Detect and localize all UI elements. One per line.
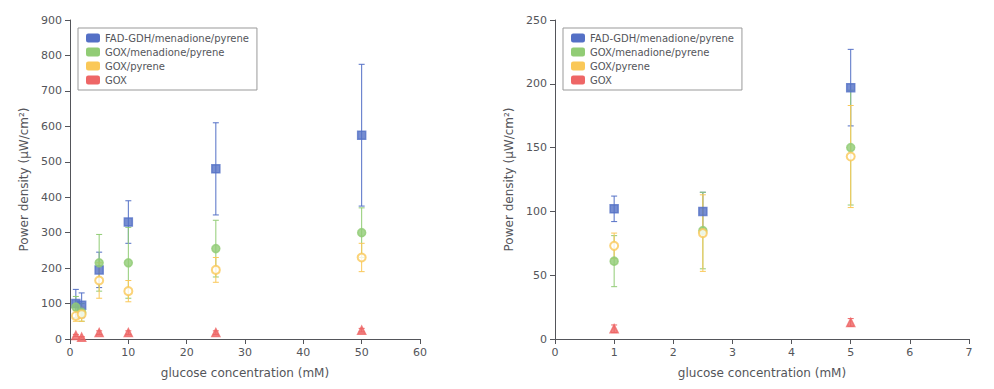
svg-text:200: 200 bbox=[41, 262, 62, 275]
svg-text:40: 40 bbox=[296, 346, 310, 359]
svg-text:glucose concentration (mM): glucose concentration (mM) bbox=[161, 366, 329, 380]
svg-text:150: 150 bbox=[526, 141, 547, 154]
svg-text:5: 5 bbox=[847, 346, 854, 359]
svg-text:2: 2 bbox=[670, 346, 677, 359]
svg-text:50: 50 bbox=[355, 346, 369, 359]
svg-text:700: 700 bbox=[41, 84, 62, 97]
svg-text:900: 900 bbox=[41, 14, 62, 27]
svg-text:200: 200 bbox=[526, 77, 547, 90]
svg-text:4: 4 bbox=[788, 346, 795, 359]
svg-text:1: 1 bbox=[611, 346, 618, 359]
svg-text:3: 3 bbox=[729, 346, 736, 359]
svg-text:100: 100 bbox=[526, 205, 547, 218]
svg-text:FAD-GDH/menadione/pyrene: FAD-GDH/menadione/pyrene bbox=[105, 33, 249, 44]
svg-text:30: 30 bbox=[238, 346, 252, 359]
svg-text:100: 100 bbox=[41, 297, 62, 310]
svg-text:GOX/menadione/pyrene: GOX/menadione/pyrene bbox=[590, 47, 709, 58]
svg-text:800: 800 bbox=[41, 49, 62, 62]
svg-text:10: 10 bbox=[121, 346, 135, 359]
svg-text:60: 60 bbox=[413, 346, 427, 359]
svg-text:0: 0 bbox=[67, 346, 74, 359]
svg-text:GOX/menadione/pyrene: GOX/menadione/pyrene bbox=[105, 47, 224, 58]
svg-text:0: 0 bbox=[552, 346, 559, 359]
svg-text:6: 6 bbox=[906, 346, 913, 359]
svg-text:250: 250 bbox=[526, 14, 547, 27]
svg-text:glucose concentration (mM): glucose concentration (mM) bbox=[678, 366, 846, 380]
svg-text:400: 400 bbox=[41, 191, 62, 204]
svg-text:Power density (μW/cm²): Power density (μW/cm²) bbox=[17, 108, 31, 252]
svg-text:20: 20 bbox=[180, 346, 194, 359]
svg-text:GOX/pyrene: GOX/pyrene bbox=[105, 61, 165, 72]
svg-text:300: 300 bbox=[41, 226, 62, 239]
svg-text:FAD-GDH/menadione/pyrene: FAD-GDH/menadione/pyrene bbox=[590, 33, 734, 44]
svg-text:500: 500 bbox=[41, 155, 62, 168]
svg-text:GOX: GOX bbox=[590, 75, 612, 86]
svg-text:50: 50 bbox=[533, 269, 547, 282]
svg-text:600: 600 bbox=[41, 120, 62, 133]
svg-text:0: 0 bbox=[55, 333, 62, 346]
svg-text:7: 7 bbox=[966, 346, 973, 359]
svg-text:GOX: GOX bbox=[105, 75, 127, 86]
svg-text:0: 0 bbox=[540, 333, 547, 346]
svg-text:Power density (μW/cm²): Power density (μW/cm²) bbox=[502, 108, 516, 252]
svg-text:GOX/pyrene: GOX/pyrene bbox=[590, 61, 650, 72]
